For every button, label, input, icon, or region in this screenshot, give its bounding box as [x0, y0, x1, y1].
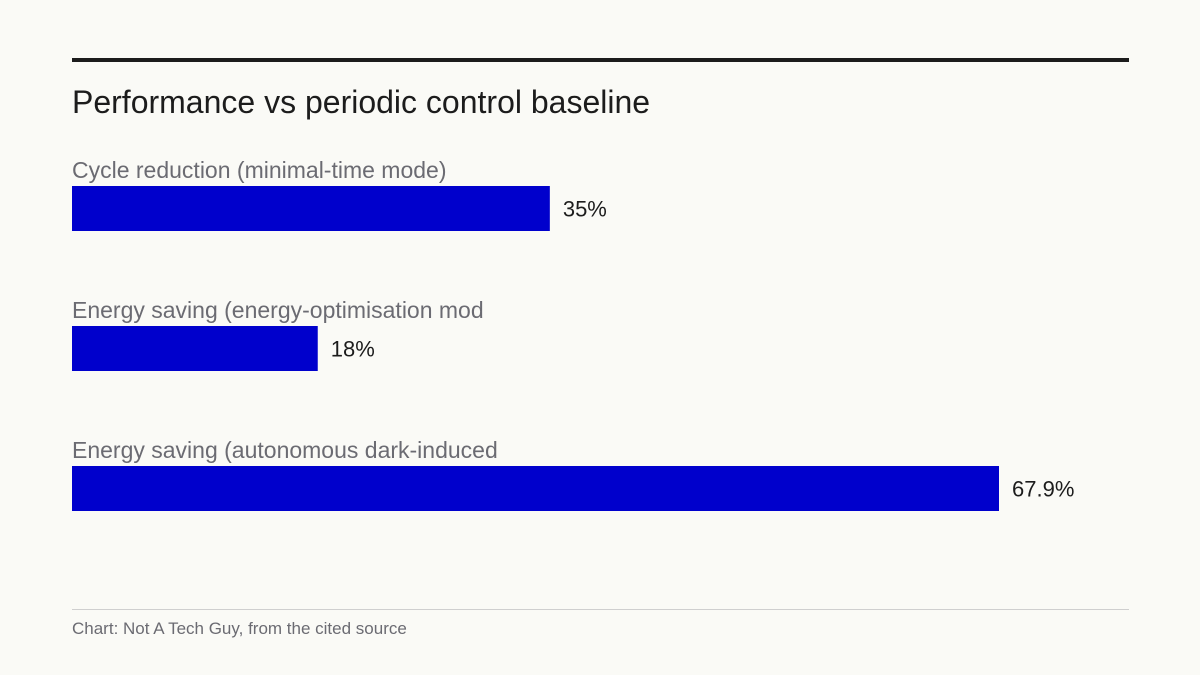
- bar-category-label: Energy saving (autonomous dark-induced: [72, 437, 498, 463]
- bar-value-label: 67.9%: [1012, 477, 1074, 502]
- bar: [72, 466, 999, 511]
- top-rule: [72, 58, 1129, 62]
- bottom-rule: [72, 609, 1129, 610]
- bar-category-label: Energy saving (energy-optimisation mod: [72, 297, 484, 323]
- chart-title: Performance vs periodic control baseline: [72, 84, 651, 120]
- bar-value-label: 18%: [331, 337, 375, 362]
- chart-source: Chart: Not A Tech Guy, from the cited so…: [72, 619, 407, 638]
- bar: [72, 186, 550, 231]
- bar: [72, 326, 318, 371]
- bar-category-label: Cycle reduction (minimal-time mode): [72, 157, 447, 183]
- bar-value-label: 35%: [563, 197, 607, 222]
